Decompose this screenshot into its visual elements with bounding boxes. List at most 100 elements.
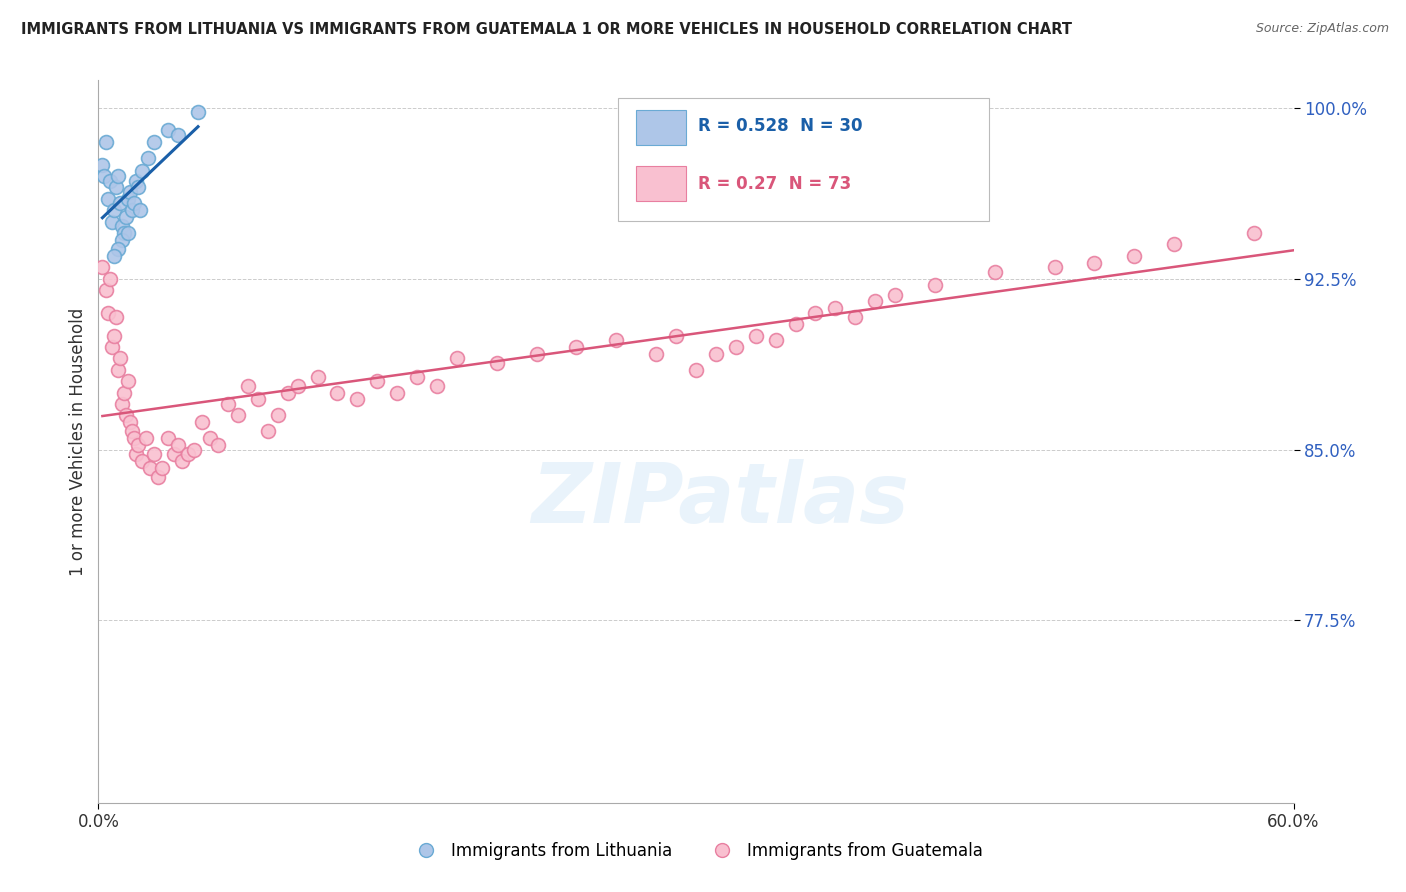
Point xyxy=(105,180,128,194)
Point xyxy=(96,135,118,149)
Point xyxy=(127,438,149,452)
Point xyxy=(105,310,128,325)
Point xyxy=(485,356,508,370)
Point xyxy=(565,340,588,354)
Point xyxy=(865,294,887,309)
Point xyxy=(97,306,120,320)
Point xyxy=(136,151,159,165)
Text: R = 0.528  N = 30: R = 0.528 N = 30 xyxy=(699,117,863,135)
Point xyxy=(112,385,135,400)
Point xyxy=(236,378,259,392)
Point xyxy=(167,438,190,452)
Point xyxy=(135,431,157,445)
Point xyxy=(117,192,139,206)
Point xyxy=(101,340,124,354)
Point xyxy=(143,447,166,461)
Text: IMMIGRANTS FROM LITHUANIA VS IMMIGRANTS FROM GUATEMALA 1 OR MORE VEHICLES IN HOU: IMMIGRANTS FROM LITHUANIA VS IMMIGRANTS … xyxy=(21,22,1073,37)
Point xyxy=(131,164,153,178)
Point xyxy=(120,185,142,199)
Point xyxy=(117,374,139,388)
Point xyxy=(148,470,170,484)
Point xyxy=(1123,249,1146,263)
Point xyxy=(110,351,132,366)
Point xyxy=(287,378,309,392)
Text: ZIPatlas: ZIPatlas xyxy=(531,458,908,540)
Point xyxy=(124,431,146,445)
Point xyxy=(112,226,135,240)
Point xyxy=(645,347,668,361)
Point xyxy=(125,173,148,187)
Point xyxy=(217,397,239,411)
Point xyxy=(246,392,269,407)
Point xyxy=(226,409,249,423)
Point xyxy=(163,447,186,461)
Point xyxy=(98,271,122,285)
Text: Source: ZipAtlas.com: Source: ZipAtlas.com xyxy=(1256,22,1389,36)
Point xyxy=(121,203,143,218)
Point xyxy=(267,409,290,423)
Point xyxy=(605,333,627,347)
Point xyxy=(765,333,787,347)
Point xyxy=(143,135,166,149)
Point xyxy=(93,169,115,183)
Point xyxy=(96,283,118,297)
Point xyxy=(103,203,125,218)
Point xyxy=(207,438,229,452)
Text: R = 0.27  N = 73: R = 0.27 N = 73 xyxy=(699,175,852,193)
Legend: Immigrants from Lithuania, Immigrants from Guatemala: Immigrants from Lithuania, Immigrants fr… xyxy=(402,836,990,867)
Point xyxy=(1163,237,1185,252)
Point xyxy=(91,260,114,275)
Point xyxy=(127,180,149,194)
FancyBboxPatch shape xyxy=(637,166,686,201)
Point xyxy=(884,287,907,301)
Point xyxy=(129,203,152,218)
Point xyxy=(103,249,125,263)
Point xyxy=(187,105,209,120)
Point xyxy=(111,397,134,411)
Point xyxy=(406,369,429,384)
Point xyxy=(177,447,200,461)
Point xyxy=(111,219,134,234)
Point xyxy=(157,431,180,445)
Point xyxy=(685,363,707,377)
Point xyxy=(110,196,132,211)
Point xyxy=(1243,226,1265,240)
FancyBboxPatch shape xyxy=(619,98,988,221)
Point xyxy=(804,306,827,320)
Point xyxy=(125,447,148,461)
Point xyxy=(191,415,214,429)
Point xyxy=(103,328,125,343)
Point xyxy=(131,454,153,468)
Point xyxy=(91,158,114,172)
Point xyxy=(167,128,190,142)
Point xyxy=(150,460,173,475)
FancyBboxPatch shape xyxy=(637,110,686,145)
Point xyxy=(115,409,138,423)
Point xyxy=(366,374,388,388)
Point xyxy=(101,214,124,228)
Point xyxy=(307,369,329,384)
Point xyxy=(139,460,162,475)
Point xyxy=(984,265,1007,279)
Point xyxy=(1043,260,1066,275)
Point xyxy=(111,233,134,247)
Point xyxy=(256,425,278,439)
Point xyxy=(124,196,146,211)
Point xyxy=(107,242,129,256)
Point xyxy=(385,385,409,400)
Point xyxy=(115,210,138,224)
Point xyxy=(526,347,548,361)
Point xyxy=(121,425,143,439)
Point xyxy=(844,310,866,325)
Point xyxy=(98,173,122,187)
Point xyxy=(426,378,449,392)
Point xyxy=(665,328,688,343)
Point xyxy=(107,169,129,183)
Point xyxy=(107,363,129,377)
Point xyxy=(120,415,142,429)
Point xyxy=(172,454,194,468)
Point xyxy=(97,192,120,206)
Point xyxy=(157,123,180,137)
Point xyxy=(198,431,221,445)
Point xyxy=(277,385,299,400)
